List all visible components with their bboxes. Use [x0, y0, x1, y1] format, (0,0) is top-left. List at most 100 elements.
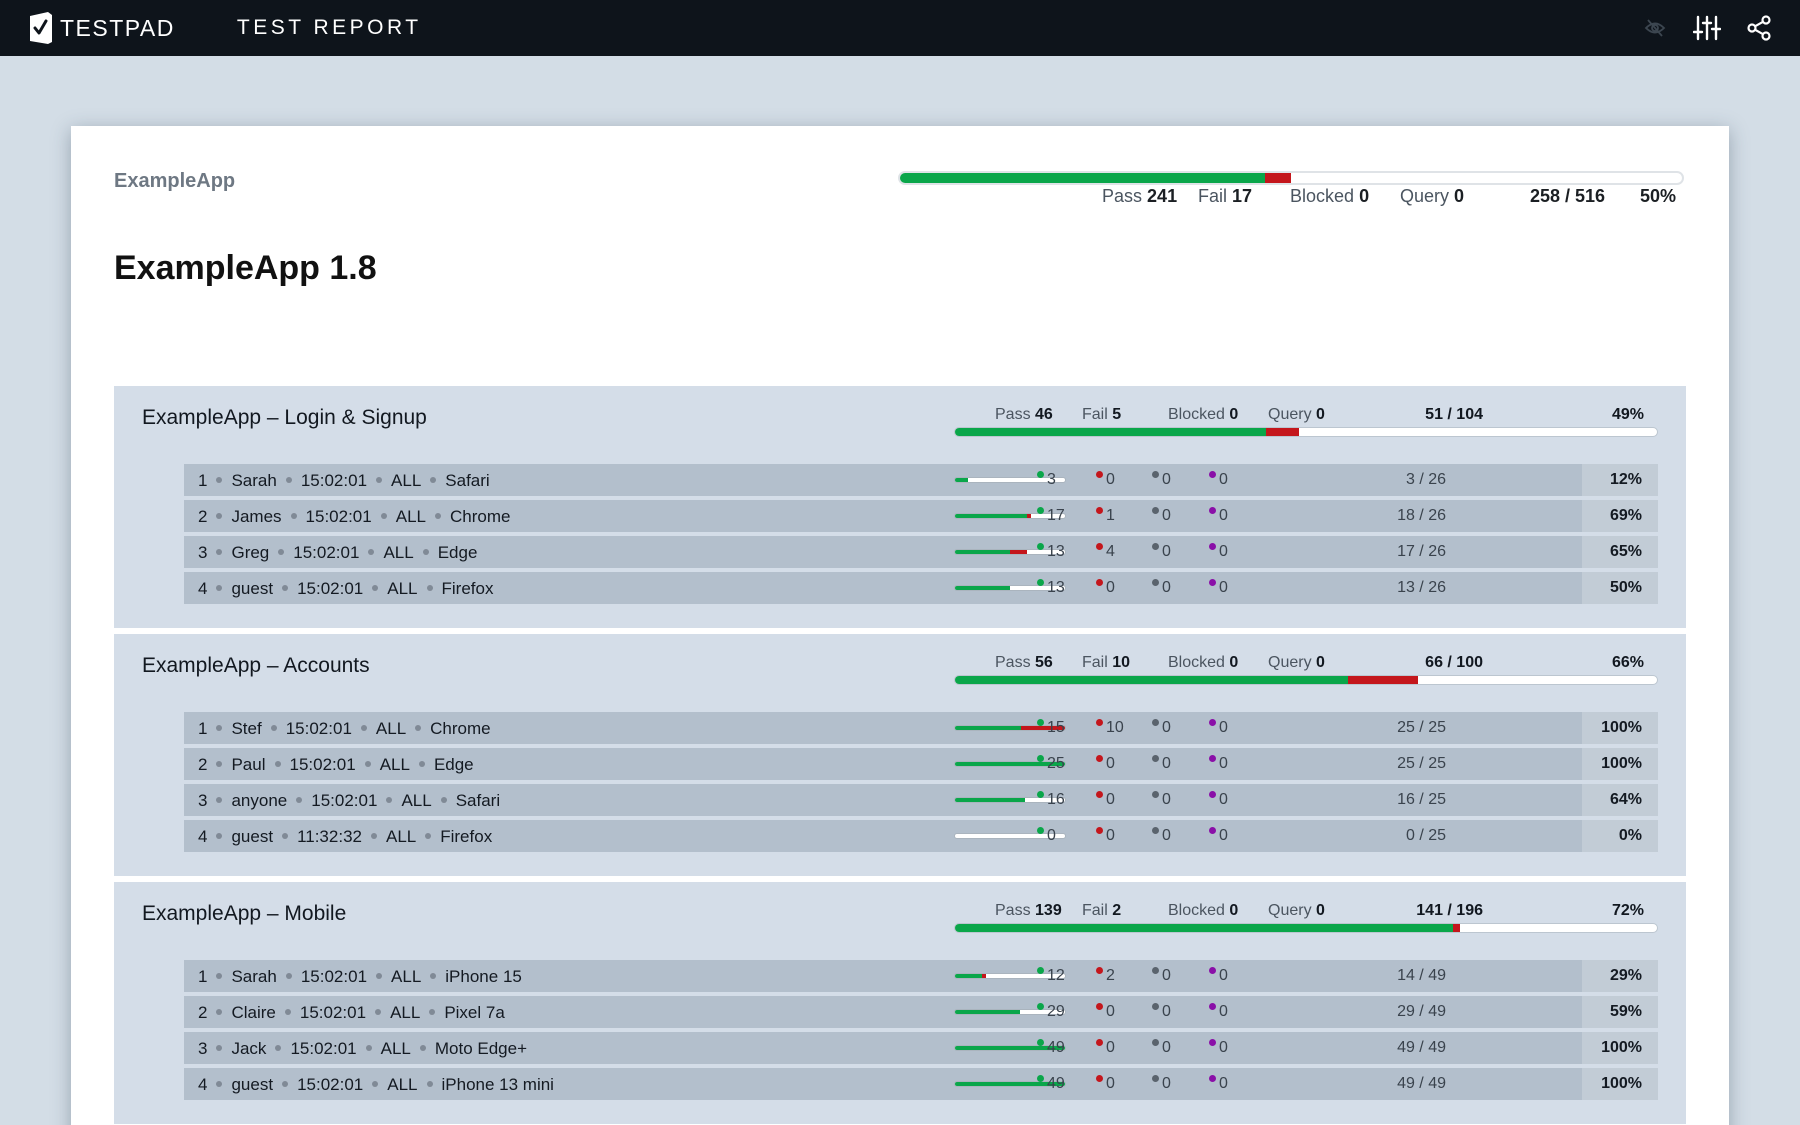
- run-blocked-count: 0: [1152, 543, 1171, 561]
- separator-dot: [282, 1080, 289, 1087]
- run-progress-bar: [954, 513, 1066, 519]
- pass-fill: [955, 1046, 1065, 1050]
- run-query-count: 0: [1209, 1039, 1228, 1057]
- run-query-count: 0: [1209, 827, 1228, 845]
- separator-dot: [216, 832, 223, 839]
- overall-score: 258 / 516: [1530, 186, 1606, 206]
- row-percent-cell: [1582, 820, 1658, 852]
- run-progress-bar: [954, 725, 1066, 731]
- sliders-icon[interactable]: [1692, 13, 1722, 43]
- run-fail-count: 0: [1096, 1075, 1115, 1093]
- pass-dot-icon: [1037, 827, 1044, 835]
- run-time: 15:02:01: [297, 579, 364, 598]
- run-progress-bar: [954, 585, 1066, 591]
- test-run-row[interactable]: 1 Stef 15:02:01 ALL Chrome 15 10 0 0 25 / 25 100%: [184, 712, 1658, 744]
- testpad-logo-icon: [30, 12, 52, 44]
- test-run-row[interactable]: 2 Claire 15:02:01 ALL Pixel 7a 29 0 0 0 29 / 49 59…: [184, 996, 1658, 1028]
- test-run-row[interactable]: 2 James 15:02:01 ALL Chrome 17 1 0 0 18 / 26 69%: [184, 500, 1658, 532]
- run-fail-count: 0: [1096, 827, 1115, 845]
- section-fail-stat: Fail 5: [1082, 406, 1122, 423]
- separator-dot: [216, 512, 223, 519]
- fail-fill: [1452, 924, 1460, 932]
- test-run-row[interactable]: 2 Paul 15:02:01 ALL Edge 25 0 0 0 25 / 25 100%: [184, 748, 1658, 780]
- run-fail-count: 10: [1096, 719, 1124, 737]
- section-title[interactable]: ExampleApp – Login & Signup: [142, 406, 427, 429]
- run-browser: iPhone 13 mini: [441, 1075, 554, 1094]
- test-run-row[interactable]: 3 Jack 15:02:01 ALL Moto Edge+ 49 0 0 0 49 / 49 10…: [184, 1032, 1658, 1064]
- section-percent: 49%: [1611, 406, 1644, 423]
- run-num: 1: [198, 719, 208, 738]
- test-run-row[interactable]: 1 Sarah 15:02:01 ALL Safari 3 0 0 0 3 / 26 12%: [184, 464, 1658, 496]
- pass-fill: [955, 726, 1021, 730]
- test-section: ExampleApp – Mobile Pass 139 Fail 2 Blocked…: [114, 882, 1686, 1124]
- separator-dot: [216, 724, 223, 731]
- section-progress-bar: [954, 427, 1658, 437]
- pass-fill: [955, 798, 1026, 802]
- blocked-dot-icon: [1152, 967, 1159, 975]
- test-run-row[interactable]: 4 guest 15:02:01 ALL iPhone 13 mini 49 0 0 0 49 /…: [184, 1068, 1658, 1100]
- share-icon[interactable]: [1744, 13, 1774, 43]
- run-score: 25 / 25: [1397, 755, 1446, 772]
- separator-dot: [282, 832, 289, 839]
- section-query-stat: Query 0: [1268, 654, 1325, 671]
- run-pass-count: 49: [1037, 1075, 1065, 1093]
- section-title[interactable]: ExampleApp – Accounts: [142, 654, 370, 677]
- query-dot-icon: [1209, 791, 1216, 799]
- run-user: Sarah: [231, 967, 277, 986]
- test-run-row[interactable]: 3 anyone 15:02:01 ALL Safari 16 0 0 0 16 / 25 64%: [184, 784, 1658, 816]
- query-dot-icon: [1209, 967, 1216, 975]
- blocked-dot-icon: [1152, 543, 1159, 551]
- pass-fill: [955, 974, 982, 978]
- separator-dot: [430, 972, 437, 979]
- run-score: 14 / 49: [1397, 967, 1446, 984]
- section-progress-bar: [954, 923, 1658, 933]
- test-run-row[interactable]: 1 Sarah 15:02:01 ALL iPhone 15 12 2 0 0 14 / 49 29…: [184, 960, 1658, 992]
- run-time: 15:02:01: [300, 471, 368, 490]
- separator-dot: [282, 584, 289, 591]
- run-meta: 1 Sarah 15:02:01 ALL iPhone 15: [198, 967, 522, 987]
- pass-dot-icon: [1037, 1003, 1044, 1011]
- run-user: Paul: [231, 755, 266, 774]
- section-title[interactable]: ExampleApp – Mobile: [142, 902, 347, 925]
- run-score: 29 / 49: [1397, 1003, 1446, 1020]
- fail-fill: [1026, 514, 1032, 518]
- fail-dot-icon: [1096, 967, 1103, 975]
- test-run-row[interactable]: 4 guest 15:02:01 ALL Firefox 13 0 0 0 13 / 26 50%: [184, 572, 1658, 604]
- pass-dot-icon: [1037, 1039, 1044, 1047]
- testpad-logo[interactable]: TESTPAD: [28, 11, 175, 45]
- separator-dot: [296, 796, 303, 803]
- fail-fill: [1021, 726, 1065, 730]
- run-blocked-count: 0: [1152, 1003, 1171, 1021]
- hidden-eye-icon[interactable]: [1640, 13, 1670, 43]
- run-progress-bar: [954, 761, 1066, 767]
- run-meta: 1 Stef 15:02:01 ALL Chrome: [198, 719, 491, 739]
- top-bar: TESTPAD TEST REPORT: [0, 0, 1800, 56]
- fail-dot-icon: [1096, 471, 1103, 479]
- run-query-count: 0: [1209, 719, 1228, 737]
- section-pass-stat: Pass 46: [995, 406, 1053, 423]
- pass-fill: [955, 514, 1027, 518]
- blocked-dot-icon: [1152, 719, 1159, 727]
- separator-dot: [364, 760, 371, 767]
- run-time: 15:02:01: [293, 543, 360, 562]
- test-run-row[interactable]: 4 guest 11:32:32 ALL Firefox 0 0 0 0 0 / 25 0%: [184, 820, 1658, 852]
- separator-dot: [274, 760, 281, 767]
- section-percent: 72%: [1611, 902, 1644, 919]
- app-name[interactable]: ExampleApp: [114, 170, 236, 192]
- fail-dot-icon: [1096, 755, 1103, 763]
- test-run-row[interactable]: 3 Greg 15:02:01 ALL Edge 13 4 0 0 17 / 26 65%: [184, 536, 1658, 568]
- run-blocked-count: 0: [1152, 827, 1171, 845]
- run-percent: 0%: [1618, 827, 1642, 844]
- section-score: 66 / 100: [1425, 654, 1483, 671]
- run-percent: 69%: [1609, 507, 1642, 524]
- separator-dot: [360, 724, 367, 731]
- report-card: ExampleApp ExampleApp 1.8 Pass 241 Fail …: [71, 126, 1729, 1125]
- separator-dot: [216, 1044, 223, 1051]
- pass-dot-icon: [1037, 543, 1044, 551]
- section-pass-stat: Pass 139: [995, 902, 1062, 919]
- run-meta: 4 guest 15:02:01 ALL iPhone 13 mini: [198, 1075, 554, 1095]
- run-pass-count: 3: [1037, 471, 1056, 489]
- run-fail-count: 0: [1096, 1039, 1115, 1057]
- row-percent-cell: [1582, 464, 1658, 496]
- run-meta: 3 Jack 15:02:01 ALL Moto Edge+: [198, 1039, 527, 1059]
